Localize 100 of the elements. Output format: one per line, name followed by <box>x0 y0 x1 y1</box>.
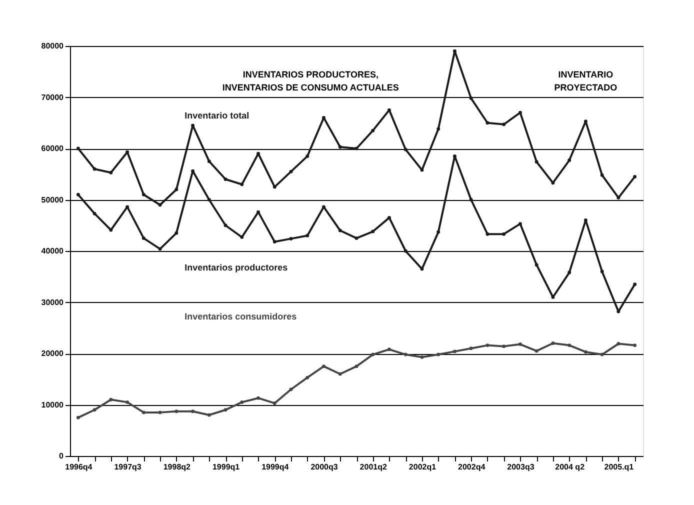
point <box>600 270 604 274</box>
point <box>551 342 555 345</box>
annotation: INVENTARIOS PRODUCTORES, INVENTARIOS DE CONSUMO ACTUALES <box>222 70 399 93</box>
point <box>404 148 408 152</box>
point <box>452 49 456 53</box>
point <box>354 236 358 240</box>
point <box>207 198 211 202</box>
y-tick-label: 30000 <box>41 298 64 307</box>
point <box>158 410 162 414</box>
point <box>306 154 310 158</box>
point <box>322 205 326 209</box>
point <box>306 234 310 238</box>
point <box>240 235 244 239</box>
x-tick-label: 2004 q2 <box>555 462 586 472</box>
point <box>502 344 506 348</box>
text: Inventarios productores <box>184 262 288 272</box>
y-tick-label: 10000 <box>41 400 64 410</box>
point <box>518 222 522 226</box>
point <box>404 352 408 356</box>
point <box>174 231 178 235</box>
point <box>436 230 440 234</box>
point <box>92 408 96 412</box>
point <box>191 169 195 173</box>
x-tick-label: 1999q4 <box>262 462 290 472</box>
point <box>158 203 162 207</box>
point <box>272 185 276 189</box>
point <box>452 350 456 354</box>
point <box>551 181 555 185</box>
point <box>518 342 522 346</box>
point <box>388 108 391 112</box>
y-tick-label: 60000 <box>41 144 64 153</box>
point <box>256 152 260 156</box>
point <box>486 121 490 125</box>
point <box>486 344 490 348</box>
point <box>92 167 96 171</box>
point <box>76 192 80 196</box>
x-tick-label: 1996q4 <box>65 462 93 472</box>
point <box>76 416 80 420</box>
point <box>371 352 375 356</box>
point <box>126 150 130 154</box>
point <box>289 236 293 240</box>
point <box>256 396 260 400</box>
point <box>633 174 637 178</box>
text: Inventarios consumidores <box>184 312 297 322</box>
x-tick-label: 1998q2 <box>163 462 192 472</box>
point <box>272 240 276 244</box>
point <box>534 263 538 267</box>
point <box>109 170 113 174</box>
point <box>76 146 80 150</box>
x-tick-label: 2003q3 <box>507 462 535 472</box>
x-tick-label: 2000q3 <box>310 462 338 472</box>
point <box>109 228 113 232</box>
point <box>534 160 538 164</box>
point <box>354 364 358 368</box>
point <box>469 96 473 100</box>
point <box>502 232 506 236</box>
x-tick-label: 2005.q1 <box>604 462 634 472</box>
point <box>174 410 178 414</box>
point <box>388 216 391 220</box>
x-tick-label: 2002q4 <box>458 462 486 472</box>
point <box>142 410 146 414</box>
point <box>224 224 228 228</box>
point <box>174 188 178 192</box>
point <box>568 344 572 348</box>
point <box>272 401 276 405</box>
point <box>436 127 440 131</box>
y-tick-label: 50000 <box>41 195 64 204</box>
y-tick-label: 80000 <box>41 42 64 50</box>
point <box>338 372 342 376</box>
point <box>240 182 244 186</box>
series-label: Inventario total <box>184 110 250 121</box>
point <box>306 376 310 380</box>
point <box>388 348 391 352</box>
point <box>568 158 572 162</box>
point <box>224 178 228 181</box>
point <box>469 198 473 202</box>
point <box>142 236 146 240</box>
point <box>616 342 620 346</box>
point <box>109 398 113 402</box>
point <box>436 352 440 356</box>
point <box>584 218 588 222</box>
point <box>207 160 211 164</box>
point <box>289 388 293 392</box>
point <box>534 349 538 353</box>
point <box>191 124 195 128</box>
point <box>322 116 326 120</box>
point <box>452 154 456 158</box>
point <box>600 173 604 177</box>
y-tick-label: 70000 <box>41 92 64 102</box>
x-tick-label: 2002q1 <box>408 462 437 472</box>
point <box>469 346 473 350</box>
point <box>404 249 408 253</box>
point <box>224 408 228 412</box>
point <box>486 232 490 236</box>
point <box>322 364 326 368</box>
y-tick-label: 40000 <box>41 246 64 256</box>
point <box>191 410 195 414</box>
point <box>207 413 211 417</box>
annotation: INVENTARIO PROYECTADO <box>554 70 618 93</box>
point <box>568 270 572 274</box>
